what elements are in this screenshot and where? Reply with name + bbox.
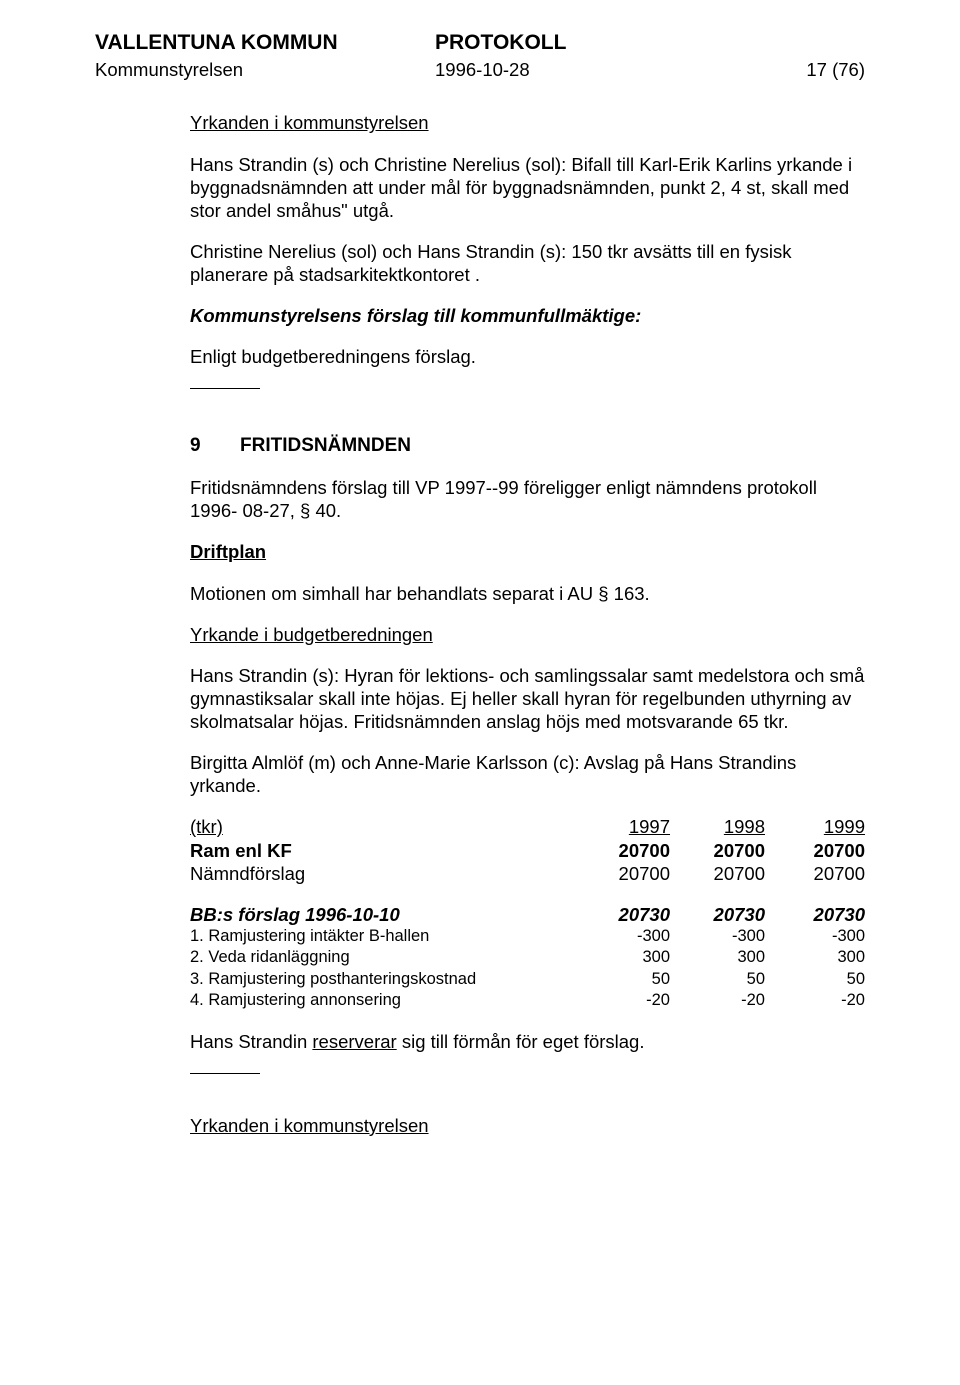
table-cell: Ram enl KF bbox=[190, 839, 575, 862]
doc-type: PROTOKOLL bbox=[435, 30, 865, 56]
doc-date: 1996-10-28 bbox=[435, 58, 745, 81]
budget-table-2: BB:s förslag 1996-10-10 20730 20730 2073… bbox=[190, 903, 865, 1012]
table-cell: 20700 bbox=[765, 862, 865, 885]
paragraph: Hans Strandin (s): Hyran för lektions- o… bbox=[190, 664, 865, 733]
table-row: (tkr) 1997 1998 1999 bbox=[190, 815, 865, 838]
table-cell: -300 bbox=[765, 926, 865, 947]
paragraph-reservation: Hans Strandin reserverar sig till förmån… bbox=[190, 1030, 865, 1053]
table-cell: 20730 bbox=[670, 903, 765, 926]
section-heading: 9 FRITIDSNÄMNDEN bbox=[190, 434, 865, 458]
divider bbox=[190, 1073, 260, 1074]
table-cell: 300 bbox=[670, 947, 765, 968]
budget-table-1: (tkr) 1997 1998 1999 Ram enl KF 20700 20… bbox=[190, 815, 865, 884]
paragraph: Enligt budgetberedningens förslag. bbox=[190, 345, 865, 368]
table-cell: 300 bbox=[765, 947, 865, 968]
heading-yrkanden-bottom: Yrkanden i kommunstyrelsen bbox=[190, 1114, 865, 1137]
doc-header-line1: VALLENTUNA KOMMUN PROTOKOLL bbox=[95, 30, 865, 56]
heading-yrkanden: Yrkanden i kommunstyrelsen bbox=[190, 111, 865, 134]
table-cell: Nämndförslag bbox=[190, 862, 575, 885]
paragraph: Christine Nerelius (sol) och Hans Strand… bbox=[190, 240, 865, 286]
table-cell: 20730 bbox=[575, 903, 670, 926]
table-row: Nämndförslag 20700 20700 20700 bbox=[190, 862, 865, 885]
paragraph: Motionen om simhall har behandlats separ… bbox=[190, 582, 865, 605]
section-title: FRITIDSNÄMNDEN bbox=[240, 434, 411, 458]
table-cell: BB:s förslag 1996-10-10 bbox=[190, 903, 575, 926]
table-cell: 50 bbox=[765, 969, 865, 990]
table-cell: 20700 bbox=[575, 839, 670, 862]
heading-yrkande-bb: Yrkande i budgetberedningen bbox=[190, 623, 865, 646]
table-cell: 20700 bbox=[670, 862, 765, 885]
table-cell: -300 bbox=[670, 926, 765, 947]
table-cell: -20 bbox=[765, 990, 865, 1011]
table-cell: (tkr) bbox=[190, 815, 575, 838]
heading-driftplan: Driftplan bbox=[190, 540, 865, 563]
table-cell: 50 bbox=[670, 969, 765, 990]
page-number: 17 (76) bbox=[745, 58, 865, 81]
table-row: Ram enl KF 20700 20700 20700 bbox=[190, 839, 865, 862]
divider bbox=[190, 388, 260, 389]
text-span: Hans Strandin bbox=[190, 1031, 312, 1052]
table-cell: -20 bbox=[575, 990, 670, 1011]
paragraph: Fritidsnämndens förslag till VP 1997--99… bbox=[190, 476, 865, 522]
table-cell: 1. Ramjustering intäkter B-hallen bbox=[190, 926, 575, 947]
table-row: 4. Ramjustering annonsering -20 -20 -20 bbox=[190, 990, 865, 1011]
text-span: sig till förmån för eget förslag. bbox=[397, 1031, 645, 1052]
table-row: 3. Ramjustering posthanteringskostnad 50… bbox=[190, 969, 865, 990]
table-cell: 20700 bbox=[670, 839, 765, 862]
doc-header-line2: Kommunstyrelsen 1996-10-28 17 (76) bbox=[95, 58, 865, 81]
table-row: 2. Veda ridanläggning 300 300 300 bbox=[190, 947, 865, 968]
table-cell: 1998 bbox=[670, 815, 765, 838]
table-cell: 50 bbox=[575, 969, 670, 990]
text-span-underlined: reserverar bbox=[312, 1031, 396, 1052]
table-cell: 3. Ramjustering posthanteringskostnad bbox=[190, 969, 575, 990]
table-cell: 4. Ramjustering annonsering bbox=[190, 990, 575, 1011]
table-cell: 1999 bbox=[765, 815, 865, 838]
table-cell: 300 bbox=[575, 947, 670, 968]
table-cell: 20700 bbox=[765, 839, 865, 862]
table-cell: -20 bbox=[670, 990, 765, 1011]
table-row: BB:s förslag 1996-10-10 20730 20730 2073… bbox=[190, 903, 865, 926]
section-number: 9 bbox=[190, 434, 240, 458]
table-cell: 20700 bbox=[575, 862, 670, 885]
org-name: VALLENTUNA KOMMUN bbox=[95, 30, 435, 56]
table-row: 1. Ramjustering intäkter B-hallen -300 -… bbox=[190, 926, 865, 947]
table-cell: 2. Veda ridanläggning bbox=[190, 947, 575, 968]
table-cell: 20730 bbox=[765, 903, 865, 926]
paragraph: Hans Strandin (s) och Christine Nerelius… bbox=[190, 153, 865, 222]
paragraph-forslag-heading: Kommunstyrelsens förslag till kommunfull… bbox=[190, 304, 865, 327]
document-body: Yrkanden i kommunstyrelsen Hans Strandin… bbox=[190, 111, 865, 1137]
table-cell: 1997 bbox=[575, 815, 670, 838]
table-cell: -300 bbox=[575, 926, 670, 947]
paragraph: Birgitta Almlöf (m) och Anne-Marie Karls… bbox=[190, 751, 865, 797]
committee-name: Kommunstyrelsen bbox=[95, 58, 435, 81]
